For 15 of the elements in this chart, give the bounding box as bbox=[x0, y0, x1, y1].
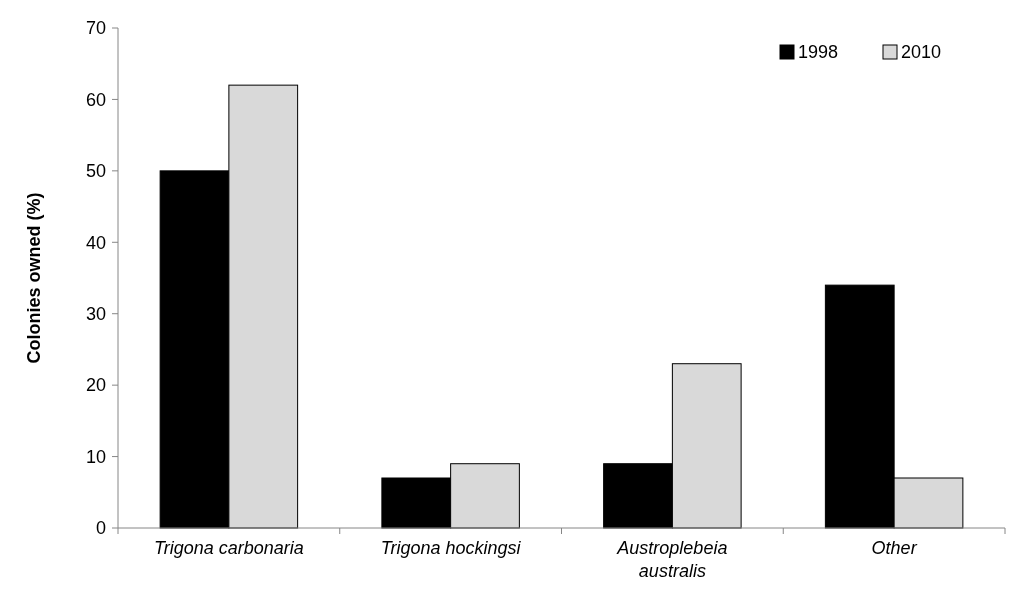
y-tick-label: 70 bbox=[85, 18, 106, 39]
y-tick-label: 50 bbox=[85, 161, 106, 182]
y-tick-label: 30 bbox=[85, 304, 106, 325]
y-tick-label: 0 bbox=[95, 518, 106, 539]
y-tick-label: 20 bbox=[85, 375, 106, 396]
x-tick-label: Trigona carbonaria bbox=[154, 538, 304, 558]
y-tick-label: 40 bbox=[85, 232, 106, 253]
y-axis-title: Colonies owned (%) bbox=[24, 192, 44, 364]
x-tick-label: Other bbox=[871, 538, 918, 558]
legend-label: 1998 bbox=[798, 42, 839, 63]
y-tick-label: 60 bbox=[85, 89, 106, 110]
x-tick-label: Austroplebeia australis bbox=[616, 538, 728, 581]
y-tick-label: 10 bbox=[85, 446, 106, 467]
x-tick-label: Trigona hockingsi bbox=[380, 538, 522, 558]
legend-label: 2010 bbox=[901, 42, 942, 63]
